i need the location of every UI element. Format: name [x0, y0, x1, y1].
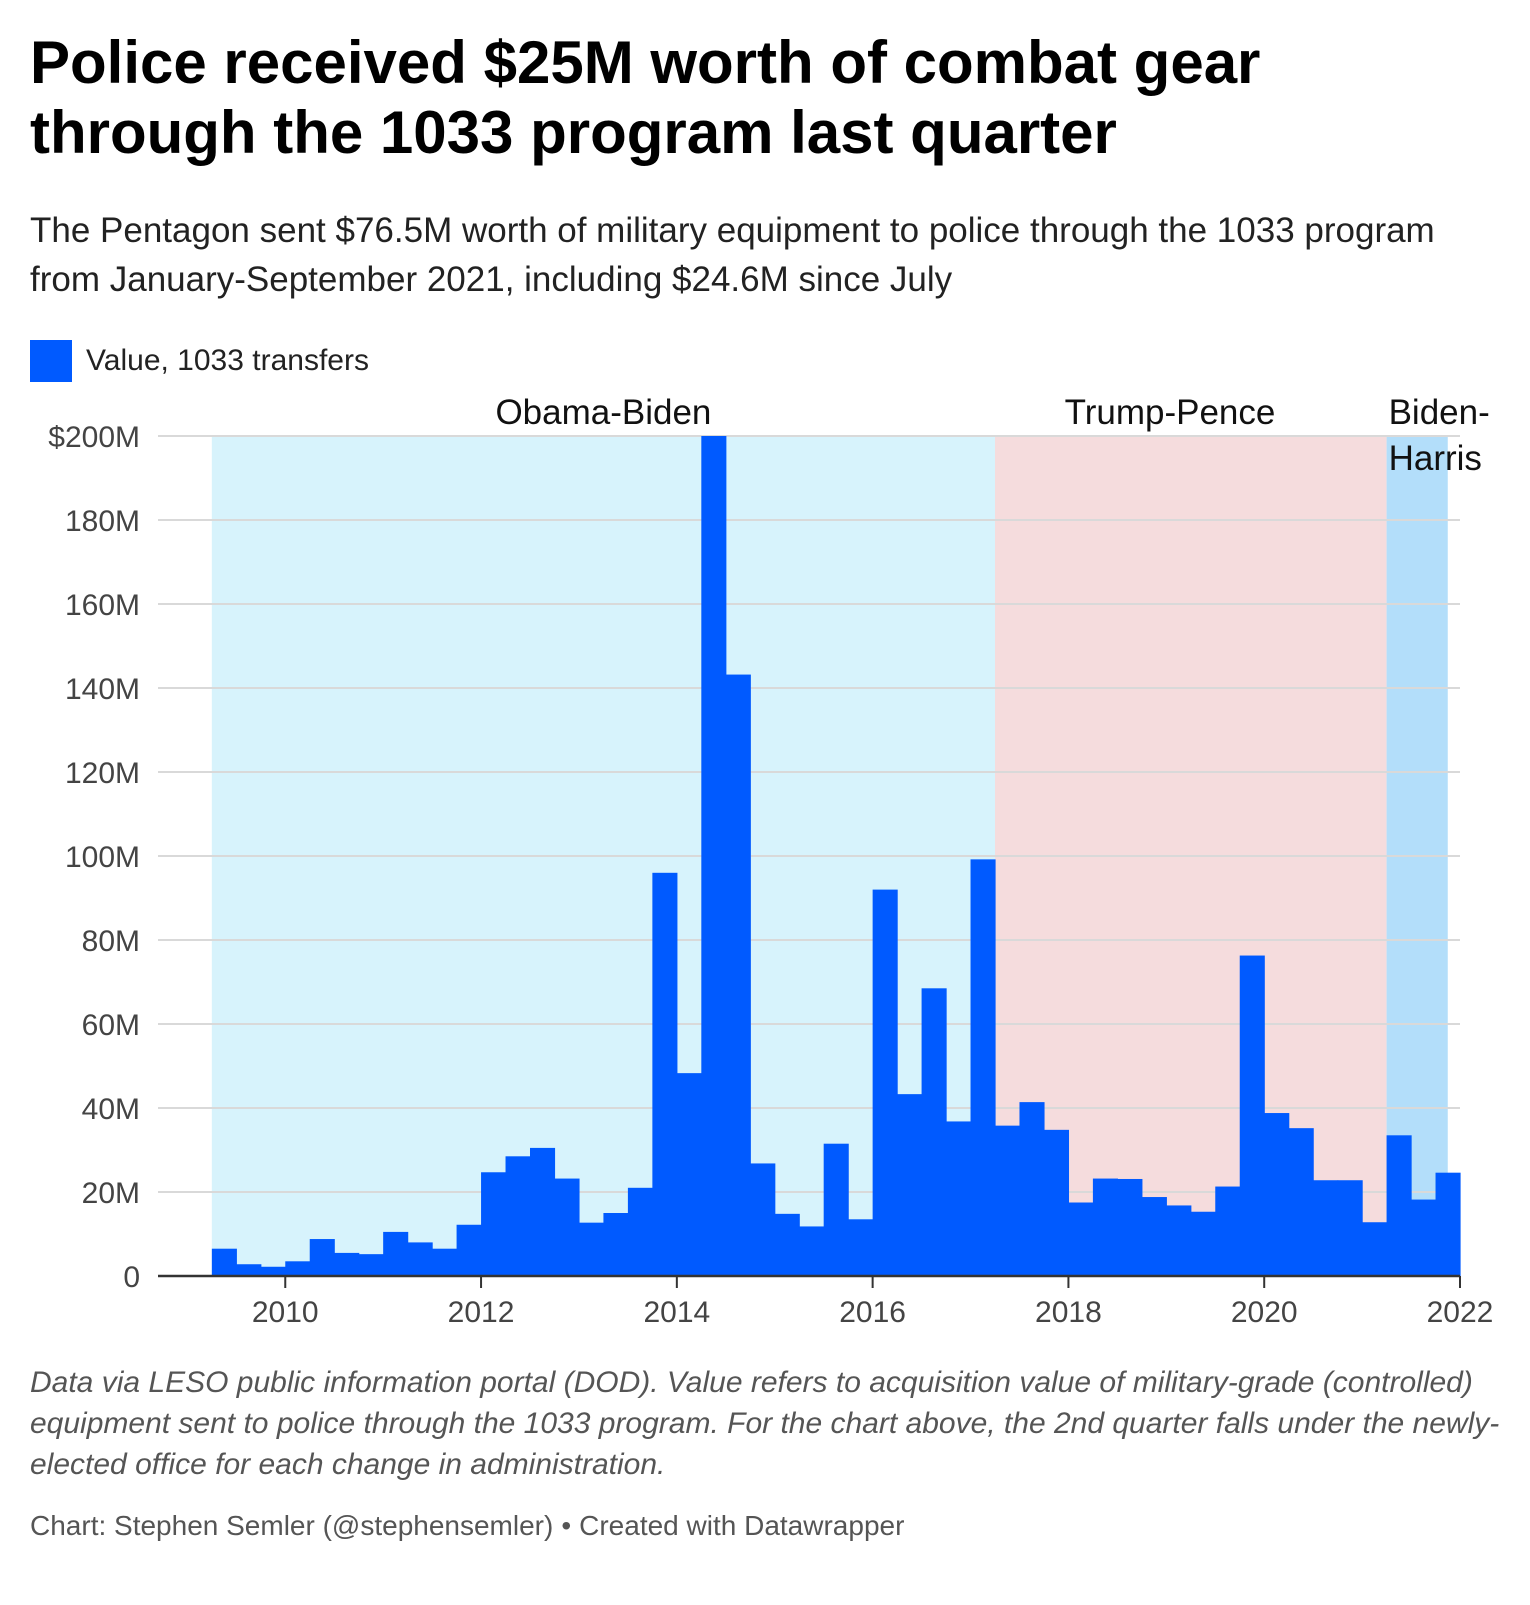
bar-8: [407, 1242, 433, 1276]
bar-series: [211, 436, 1461, 1276]
chart-credit: Chart: Stephen Semler (@stephensemler) • C…: [30, 1510, 904, 1542]
bar-34: [1043, 1129, 1070, 1276]
period-label-trump-pence: Trump-Pence: [1065, 393, 1276, 432]
bar-0: [211, 1248, 237, 1276]
bar-12: [505, 1156, 531, 1276]
bar-42: [1239, 955, 1265, 1276]
bar-3: [285, 1261, 311, 1276]
y-tick-label-10: $200M: [48, 421, 140, 454]
chart-notes: Data via LESO public information portal …: [30, 1366, 1500, 1481]
y-tick-label-9: 180M: [65, 505, 140, 538]
y-tick-label-4: 80M: [82, 925, 140, 958]
period-label-biden-harris-line-1: Biden-: [1389, 393, 1490, 432]
bar-24: [799, 1226, 825, 1276]
bar-30: [946, 1121, 972, 1276]
x-tick-label-3: 2016: [839, 1296, 906, 1329]
bar-25: [823, 1143, 849, 1276]
bar-36: [1092, 1178, 1118, 1276]
bar-40: [1190, 1211, 1216, 1276]
bar-15: [578, 1222, 605, 1276]
bar-26: [848, 1219, 874, 1276]
chart-subtitle: The Pentagon sent $76.5M worth of milita…: [30, 211, 1435, 299]
bar-28: [897, 1094, 923, 1276]
y-tick-label-7: 140M: [65, 673, 140, 706]
bar-39: [1166, 1205, 1192, 1276]
credit-separator: •: [561, 1510, 572, 1541]
bar-5: [334, 1252, 360, 1276]
bar-31: [970, 859, 996, 1276]
bar-20: [701, 436, 727, 1276]
y-tick-label-5: 100M: [65, 841, 140, 874]
bar-17: [627, 1187, 653, 1276]
bar-33: [1019, 1102, 1045, 1276]
period-label-obama-biden: Obama-Biden: [495, 393, 711, 432]
bar-43: [1264, 1113, 1290, 1276]
bar-6: [358, 1254, 384, 1276]
y-axis-labels: 0 20M 40M 60M 80M 100M 120M 140M 160M 180M $200M: [48, 421, 140, 1294]
x-tick-label-2: 2014: [643, 1296, 710, 1329]
bar-49: [1411, 1199, 1437, 1276]
bar-37: [1117, 1178, 1143, 1276]
y-tick-label-8: 160M: [65, 589, 140, 622]
y-tick-label-0: 0: [123, 1261, 140, 1294]
x-axis: [158, 1274, 1461, 1288]
bar-10: [456, 1224, 482, 1276]
bar-48: [1386, 1135, 1412, 1276]
y-tick-label-2: 40M: [82, 1093, 140, 1126]
bar-44: [1288, 1128, 1314, 1276]
bar-13: [530, 1147, 556, 1276]
bar-23: [774, 1213, 800, 1276]
bar-11: [481, 1172, 507, 1276]
credit-author: Chart: Stephen Semler (@stephensemler): [30, 1510, 554, 1541]
x-tick-label-6: 2022: [1427, 1296, 1494, 1329]
period-labels: Obama-Biden Trump-Pence Biden- Harris: [495, 393, 1489, 478]
period-label-biden-harris: Biden- Harris: [1389, 393, 1490, 478]
bar-45: [1313, 1180, 1339, 1276]
bar-38: [1141, 1197, 1167, 1276]
bar-18: [652, 872, 678, 1276]
y-tick-label-3: 60M: [82, 1009, 140, 1042]
x-tick-label-5: 2020: [1231, 1296, 1298, 1329]
chart-title: Police received $25M worth of combat gea…: [30, 29, 1261, 166]
bar-1: [236, 1264, 262, 1276]
bar-16: [603, 1213, 629, 1276]
y-tick-label-1: 20M: [82, 1177, 140, 1210]
bar-32: [995, 1125, 1021, 1276]
bar-22: [750, 1163, 776, 1276]
bar-chart: 0 20M 40M 60M 80M 100M 120M 140M 160M 180M $200M 2…: [48, 393, 1493, 1329]
bar-46: [1337, 1180, 1363, 1276]
legend: Value, 1033 transfers: [30, 340, 369, 382]
x-tick-label-4: 2018: [1035, 1296, 1102, 1329]
bar-47: [1362, 1222, 1388, 1276]
period-label-biden-harris-line-2: Harris: [1389, 439, 1482, 478]
bar-21: [725, 674, 751, 1276]
bar-2: [260, 1266, 286, 1276]
bar-27: [872, 889, 898, 1276]
bar-50: [1435, 1172, 1461, 1276]
x-axis-labels: 2010 2012 2014 2016 2018 2020 2022: [252, 1296, 1493, 1329]
bar-35: [1068, 1202, 1094, 1276]
credit-tool: Created with Datawrapper: [579, 1510, 905, 1541]
bar-9: [432, 1248, 458, 1276]
bar-14: [554, 1178, 580, 1276]
legend-swatch: [30, 340, 72, 382]
x-tick-label-1: 2012: [448, 1296, 515, 1329]
bar-4: [309, 1239, 335, 1276]
y-tick-label-6: 120M: [65, 757, 140, 790]
bar-29: [921, 988, 947, 1276]
bar-19: [676, 1073, 702, 1276]
legend-label: Value, 1033 transfers: [86, 344, 369, 377]
bar-7: [383, 1231, 409, 1276]
x-tick-label-0: 2010: [252, 1296, 319, 1329]
bar-41: [1215, 1186, 1241, 1276]
